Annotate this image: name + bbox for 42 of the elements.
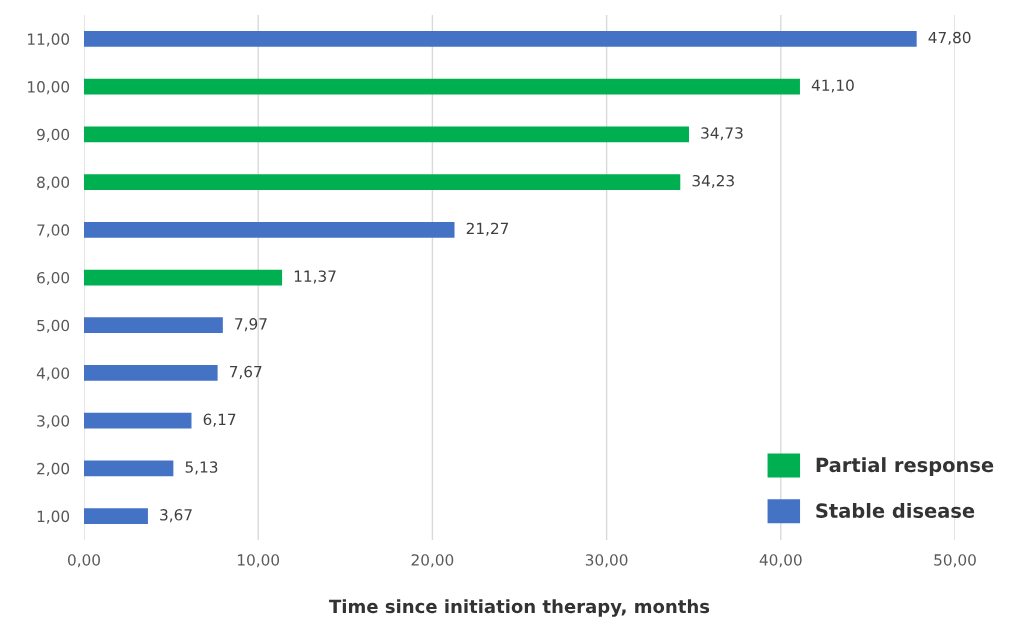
y-tick-label: 6,00	[37, 271, 70, 286]
y-tick-label: 3,00	[37, 415, 70, 429]
x-tick-label: 0,00	[68, 554, 100, 568]
y-tick-label: 4,00	[36, 367, 70, 381]
y-tick-label: 7,00	[37, 224, 70, 238]
data-label: 41,10	[811, 79, 854, 93]
bar	[84, 78, 800, 95]
x-tick-label: 30,00	[585, 554, 628, 568]
legend-label: Stable disease	[816, 502, 975, 519]
x-tick-label: 40,00	[759, 554, 802, 568]
x-tick-label: 10,00	[238, 554, 280, 568]
bar	[84, 460, 174, 477]
data-label: 7,67	[229, 365, 262, 379]
data-label: 6,17	[203, 413, 236, 427]
bar	[84, 412, 192, 429]
x-axis-title: Time since initiation therapy, months	[329, 599, 710, 617]
data-label: 47,80	[928, 31, 971, 45]
bar	[84, 317, 223, 334]
data-label: 3,67	[160, 509, 192, 523]
y-tick-label: 2,00	[37, 462, 70, 476]
data-label: 11,37	[294, 270, 336, 284]
data-label: 21,27	[466, 222, 509, 236]
y-tick-label: 1,00	[37, 510, 70, 524]
y-tick-label: 10,00	[28, 81, 70, 95]
data-label: 7,97	[235, 318, 267, 332]
y-tick-label: 8,00	[37, 176, 70, 190]
x-tick-label: 50,00	[934, 554, 976, 568]
y-tick-label: 5,00	[37, 319, 70, 333]
data-label: 34,73	[701, 127, 743, 141]
bar	[84, 30, 917, 47]
bar	[84, 174, 681, 190]
y-tick-label: 11,00	[28, 33, 70, 47]
bar	[84, 126, 689, 143]
legend-label: Partial response	[816, 457, 994, 476]
bar	[84, 365, 218, 381]
bar	[84, 508, 148, 525]
y-tick-label: 9,00	[37, 128, 70, 142]
data-label: 34,23	[692, 174, 734, 189]
bar	[84, 221, 455, 238]
bar	[84, 269, 283, 286]
data-label: 5,13	[185, 461, 218, 475]
x-tick-label: 20,00	[411, 554, 454, 568]
